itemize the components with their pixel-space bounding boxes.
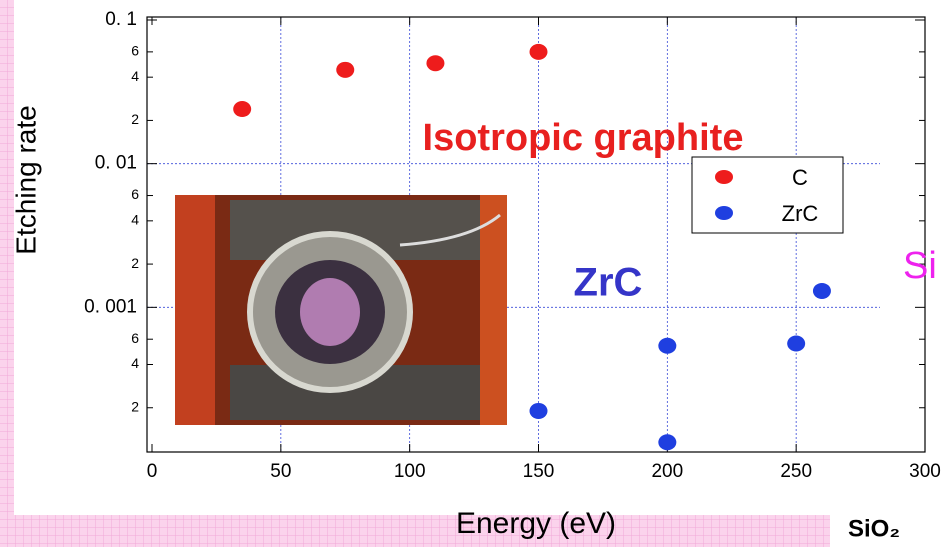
x-tick-label: 250 bbox=[780, 461, 812, 482]
y-tick-label: 0. 1 bbox=[105, 9, 137, 30]
y-tick-label: 2 bbox=[131, 111, 139, 127]
legend bbox=[691, 156, 844, 234]
legend-marker bbox=[715, 206, 733, 220]
x-tick-label: 50 bbox=[270, 461, 291, 482]
x-tick-label: 150 bbox=[523, 461, 555, 482]
legend-label: ZrC bbox=[782, 201, 819, 226]
annotation: SiO₂ bbox=[848, 515, 900, 542]
data-point bbox=[529, 43, 548, 60]
data-point bbox=[658, 337, 677, 354]
legend-marker bbox=[715, 170, 733, 184]
data-point bbox=[787, 335, 806, 352]
y-tick-label: 4 bbox=[131, 68, 139, 84]
x-tick-label: 200 bbox=[651, 461, 683, 482]
annotation: Si bbox=[903, 245, 937, 287]
y-tick-label: 2 bbox=[131, 398, 139, 414]
y-tick-label: 6 bbox=[131, 330, 139, 346]
data-point bbox=[529, 402, 548, 419]
annotation: Isotropic graphite bbox=[423, 117, 744, 159]
legend-label: C bbox=[792, 165, 808, 190]
y-tick-label: 0. 001 bbox=[84, 296, 137, 317]
data-point bbox=[336, 61, 355, 78]
data-point bbox=[233, 101, 252, 118]
y-axis-label: Etching rate bbox=[10, 105, 41, 254]
y-tick-label: 6 bbox=[131, 186, 139, 202]
x-axis-label: Energy (eV) bbox=[456, 507, 616, 540]
data-point bbox=[812, 282, 831, 299]
y-tick-label: 0. 01 bbox=[95, 153, 137, 174]
y-tick-label: 6 bbox=[131, 43, 139, 59]
photo-inset bbox=[175, 195, 507, 425]
data-point bbox=[426, 55, 445, 72]
x-tick-label: 100 bbox=[394, 461, 426, 482]
y-tick-label: 4 bbox=[131, 212, 139, 228]
panel-corner bbox=[830, 515, 946, 547]
y-tick-label: 4 bbox=[131, 355, 139, 371]
y-tick-label: 2 bbox=[131, 255, 139, 271]
x-tick-label: 0 bbox=[147, 461, 158, 482]
x-tick-label: 300 bbox=[909, 461, 941, 482]
annotation: ZrC bbox=[574, 261, 643, 305]
plot-frame bbox=[146, 16, 926, 453]
data-point bbox=[658, 434, 677, 451]
